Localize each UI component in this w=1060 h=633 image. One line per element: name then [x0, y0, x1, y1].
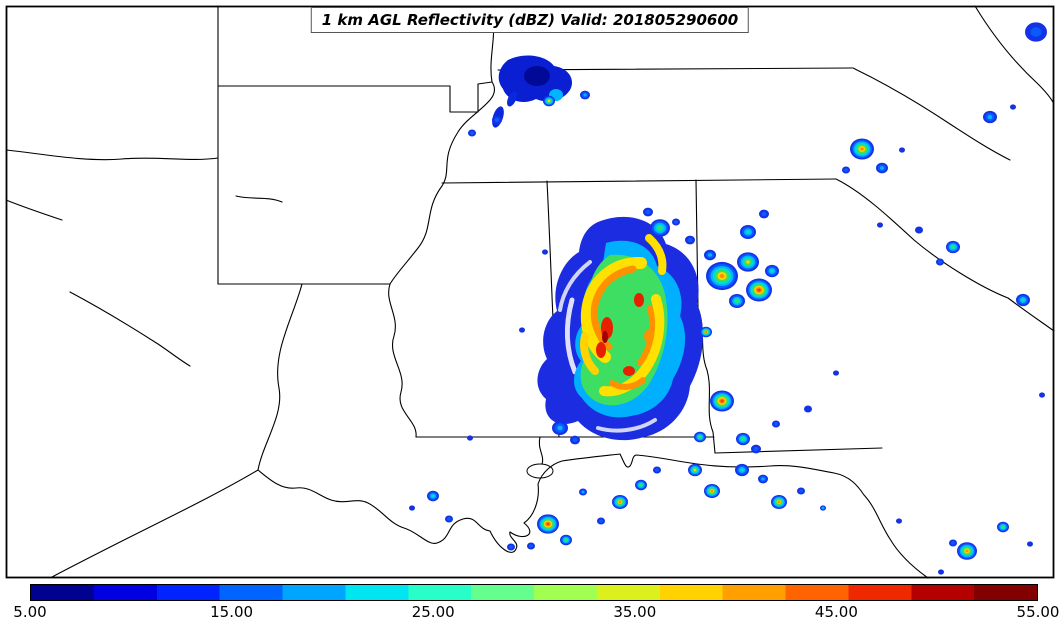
- border-ga-sc-savannah-river: [835, 178, 1009, 299]
- plot-title-box: 1 km AGL Reflectivity (dBZ) Valid: 20180…: [310, 7, 750, 33]
- north-stratiform-echo: [492, 55, 573, 128]
- pearl-river: [538, 436, 544, 465]
- colorbar-tick-label: 45.00: [814, 603, 858, 621]
- lake-pontchartrain: [526, 463, 554, 479]
- colorbar-tick-label: 25.00: [411, 603, 455, 621]
- texas-river-1: [5, 199, 63, 221]
- red-river-tx-ok: [5, 149, 219, 161]
- map-frame: [5, 5, 1055, 579]
- colorbar-tick-label: 55.00: [1016, 603, 1060, 621]
- atlantic-coast-sc-ga: [1007, 297, 1055, 332]
- radar-map: [5, 5, 1055, 579]
- texas-river-2: [69, 291, 191, 367]
- arkansas-river-squiggle: [235, 195, 283, 203]
- colorbar-tick-label: 35.00: [613, 603, 657, 621]
- scattered-echo-cells: [409, 22, 1047, 575]
- colorbar-tick-label: 15.00: [210, 603, 254, 621]
- border-tn-south: [441, 178, 837, 184]
- gulf-coastline: [51, 453, 929, 579]
- plot-title: 1 km AGL Reflectivity (dBZ) Valid: 20180…: [321, 11, 739, 29]
- colorbar-tick-label: 5.00: [13, 603, 47, 621]
- colorbar-gradient: [30, 584, 1038, 601]
- border-tx-la-sabine-river: [257, 283, 303, 471]
- border-mo-ar-bootheel: [217, 81, 493, 113]
- border-nc-sc: [852, 67, 1011, 161]
- tropical-cyclone-echo: [537, 216, 704, 441]
- border-ga-fl: [714, 447, 883, 454]
- atlantic-coast-nc: [974, 5, 1055, 105]
- colorbar-tick-labels: 5.00 15.00 25.00 35.00 45.00 55.00: [13, 603, 1059, 629]
